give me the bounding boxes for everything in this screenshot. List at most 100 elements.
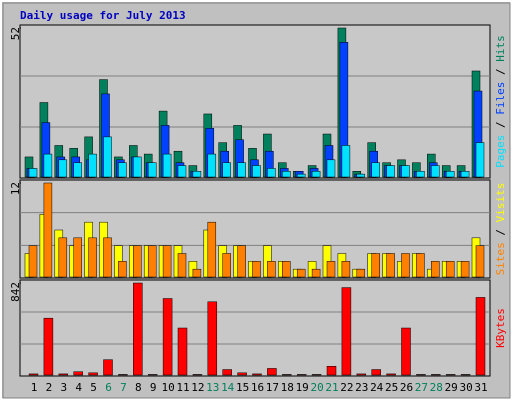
bar bbox=[326, 159, 336, 178]
bar bbox=[147, 245, 157, 278]
bar bbox=[88, 237, 97, 278]
bar bbox=[431, 261, 440, 278]
x-tick-label: 14 bbox=[221, 381, 235, 394]
legend: Sites / Visits bbox=[494, 183, 507, 276]
bar bbox=[73, 237, 82, 278]
bar bbox=[460, 171, 470, 178]
bar bbox=[311, 171, 321, 178]
bar bbox=[118, 374, 128, 376]
bar bbox=[401, 327, 411, 376]
x-tick-label: 10 bbox=[161, 381, 174, 394]
x-tick-label: 7 bbox=[120, 381, 127, 394]
y-tick-label: 842 bbox=[9, 282, 22, 302]
bar bbox=[445, 261, 455, 278]
bar bbox=[237, 162, 246, 178]
bar bbox=[311, 268, 321, 278]
bar bbox=[371, 162, 380, 178]
x-tick-label: 21 bbox=[325, 381, 338, 394]
x-tick-label: 9 bbox=[150, 381, 157, 394]
bar bbox=[28, 373, 39, 376]
bar bbox=[207, 301, 218, 376]
bar bbox=[103, 237, 112, 278]
bar bbox=[177, 165, 187, 178]
x-tick-label: 25 bbox=[385, 381, 398, 394]
bar bbox=[460, 374, 471, 376]
x-tick-label: 28 bbox=[430, 381, 443, 394]
bar bbox=[103, 136, 112, 178]
x-tick-label: 4 bbox=[75, 381, 82, 394]
x-tick-label: 30 bbox=[459, 381, 472, 394]
bar bbox=[282, 171, 291, 178]
x-tick-label: 1 bbox=[31, 381, 38, 394]
bar bbox=[133, 156, 142, 178]
bar bbox=[162, 245, 172, 278]
x-tick-label: 20 bbox=[310, 381, 323, 394]
legend-separator: / bbox=[494, 115, 507, 135]
legend: KBytes bbox=[494, 308, 507, 348]
y-tick-label: 12 bbox=[9, 182, 22, 195]
bar bbox=[252, 373, 262, 376]
bar bbox=[207, 221, 217, 278]
bar bbox=[431, 165, 440, 178]
x-tick-label: 5 bbox=[90, 381, 97, 394]
bar bbox=[237, 372, 247, 376]
bar bbox=[58, 237, 68, 278]
bar bbox=[416, 253, 425, 278]
bar bbox=[73, 371, 83, 376]
bar bbox=[43, 182, 53, 278]
bar bbox=[88, 153, 97, 178]
x-tick-label: 2 bbox=[46, 381, 53, 394]
legend-entry: Visits bbox=[494, 183, 507, 223]
bar bbox=[416, 374, 426, 376]
bar bbox=[133, 245, 142, 278]
x-tick-label: 11 bbox=[176, 381, 189, 394]
bar bbox=[371, 369, 381, 376]
bar bbox=[222, 253, 231, 278]
bar bbox=[222, 369, 232, 376]
x-tick-label: 29 bbox=[445, 381, 458, 394]
bar bbox=[252, 165, 261, 178]
legend-separator: / bbox=[494, 222, 507, 242]
x-tick-label: 23 bbox=[355, 381, 368, 394]
bar bbox=[103, 359, 113, 376]
bar bbox=[207, 153, 217, 178]
bar bbox=[341, 145, 351, 178]
bar bbox=[386, 253, 395, 278]
x-tick-label: 17 bbox=[266, 381, 279, 394]
bar bbox=[267, 261, 276, 278]
x-tick-label: 19 bbox=[296, 381, 309, 394]
bar bbox=[177, 327, 188, 376]
bar bbox=[311, 374, 322, 376]
bar bbox=[341, 261, 351, 278]
bar bbox=[28, 245, 38, 278]
legend-entry: Hits bbox=[494, 35, 507, 62]
bar bbox=[147, 162, 157, 178]
bar bbox=[296, 268, 306, 278]
bar bbox=[445, 171, 455, 178]
bar bbox=[475, 142, 485, 178]
legend-separator: / bbox=[494, 62, 507, 82]
x-tick-label: 12 bbox=[191, 381, 204, 394]
x-tick-label: 27 bbox=[415, 381, 428, 394]
bar bbox=[356, 173, 366, 178]
x-tick-label: 3 bbox=[60, 381, 67, 394]
bar bbox=[326, 261, 336, 278]
legend: Pages / Files / Hits bbox=[494, 35, 507, 168]
bar bbox=[162, 153, 172, 178]
bar bbox=[296, 374, 307, 376]
plot-area bbox=[19, 279, 491, 377]
x-tick-label: 13 bbox=[206, 381, 219, 394]
x-tick-label: 16 bbox=[251, 381, 264, 394]
x-tick-label: 8 bbox=[135, 381, 142, 394]
bar bbox=[475, 297, 486, 376]
bar bbox=[326, 366, 337, 376]
legend-entry: Sites bbox=[494, 242, 507, 275]
bar bbox=[445, 374, 456, 376]
legend-entry: Files bbox=[494, 82, 507, 115]
bar bbox=[192, 171, 202, 178]
bar bbox=[192, 374, 203, 376]
bar bbox=[401, 165, 410, 178]
bar bbox=[252, 261, 261, 278]
